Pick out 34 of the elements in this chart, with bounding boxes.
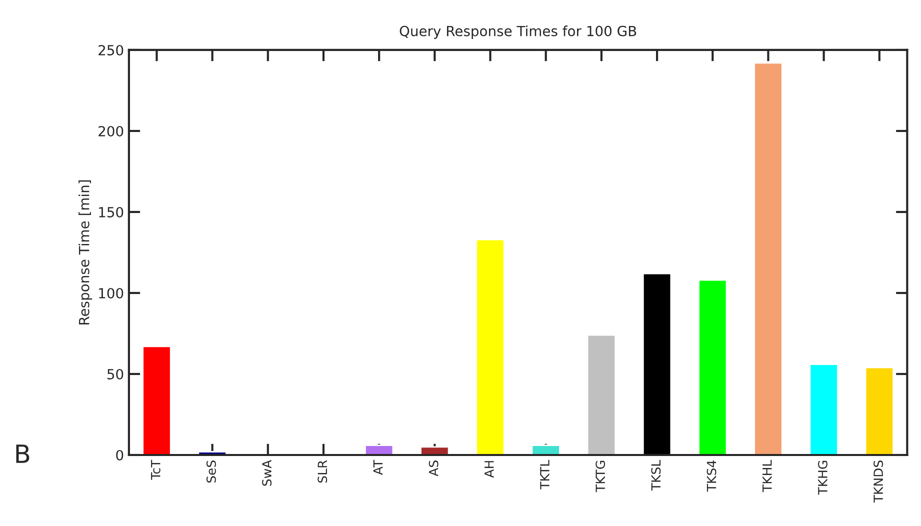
bar <box>420 446 450 455</box>
x-tick-label: TKHL <box>762 460 772 492</box>
chart-title: Query Response Times for 100 GB <box>400 26 636 39</box>
y-tick-label: 0 <box>116 450 124 460</box>
x-tick-label: TKTL <box>540 460 550 490</box>
y-tick-label: 200 <box>98 126 124 136</box>
bar <box>642 272 672 455</box>
bar <box>586 334 616 455</box>
x-tick-label: TKS4 <box>706 460 716 492</box>
y-axis-title: Response Time [min] <box>78 180 92 324</box>
bar <box>531 444 560 455</box>
bar <box>364 444 394 455</box>
x-tick-label: AH <box>484 461 494 478</box>
y-tick-label: 250 <box>98 44 124 56</box>
x-tick-label: SLR <box>318 460 328 483</box>
bar <box>864 366 894 455</box>
x-tick-label: AT <box>373 460 383 475</box>
bar <box>754 62 783 455</box>
y-tick-label: 100 <box>99 288 124 298</box>
bar <box>476 238 505 455</box>
text: B <box>16 444 30 463</box>
bar <box>809 364 838 455</box>
x-tick-label: SeS <box>206 460 216 483</box>
x-tick-label: TKTG <box>596 460 606 492</box>
x-tick-label: TKSL <box>651 460 661 491</box>
x-tick-label: AS <box>428 460 438 476</box>
bar <box>142 346 172 455</box>
y-tick-label: 50 <box>107 368 124 380</box>
x-tick-label: TcT <box>151 460 160 480</box>
x-tick-label: SwA <box>262 460 272 486</box>
x-tick-label: TKNDS <box>874 460 884 503</box>
bar <box>698 279 728 455</box>
y-tick-label: 150 <box>99 206 124 218</box>
x-tick-label: TKHG <box>818 460 828 495</box>
